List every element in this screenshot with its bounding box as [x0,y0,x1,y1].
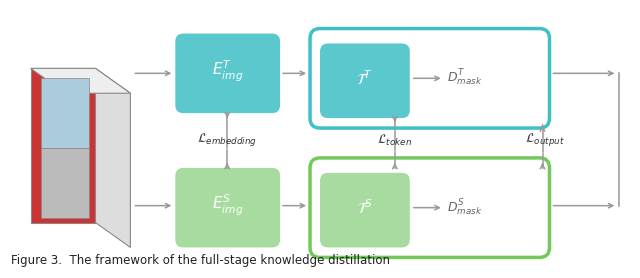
Polygon shape [31,68,95,223]
Text: $D^{S}_{mask}$: $D^{S}_{mask}$ [447,198,483,218]
Text: $\mathcal{L}_{embedding}$: $\mathcal{L}_{embedding}$ [197,131,257,148]
Text: $\mathcal{L}_{token}$: $\mathcal{L}_{token}$ [378,132,412,148]
FancyBboxPatch shape [310,29,550,128]
FancyBboxPatch shape [175,34,280,113]
Text: $\mathcal{T}^{T}$: $\mathcal{T}^{T}$ [356,69,374,88]
FancyBboxPatch shape [310,158,550,257]
Text: Figure 3.  The framework of the full-stage knowledge distillation: Figure 3. The framework of the full-stag… [11,254,390,267]
FancyBboxPatch shape [320,173,410,247]
FancyBboxPatch shape [175,168,280,247]
Polygon shape [40,78,88,148]
Text: $D^{T}_{mask}$: $D^{T}_{mask}$ [447,68,483,88]
Polygon shape [31,68,131,93]
Polygon shape [40,148,88,218]
Text: $\mathcal{T}^{S}$: $\mathcal{T}^{S}$ [356,198,373,217]
Text: $E^{T}_{img}$: $E^{T}_{img}$ [212,59,243,84]
Text: $\mathcal{L}_{output}$: $\mathcal{L}_{output}$ [525,131,564,148]
FancyBboxPatch shape [320,43,410,118]
Text: $E^{S}_{img}$: $E^{S}_{img}$ [212,193,243,218]
Polygon shape [95,68,131,247]
